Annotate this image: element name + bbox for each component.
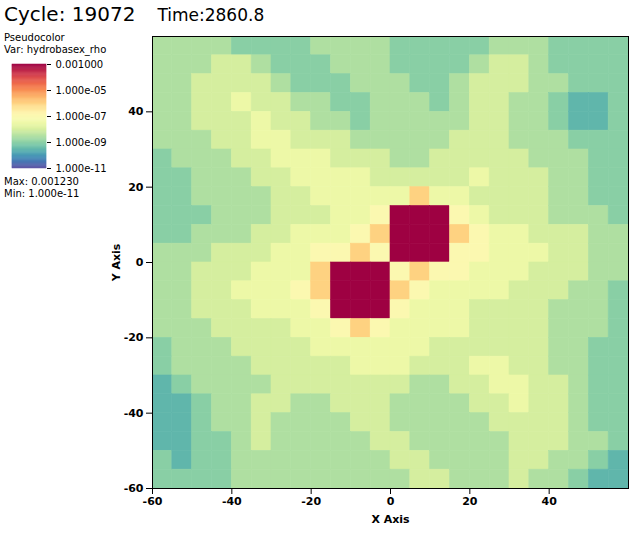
svg-text:-60: -60 <box>124 482 144 495</box>
svg-text:40: 40 <box>128 105 144 118</box>
svg-text:0: 0 <box>136 256 144 269</box>
svg-text:1.000e-05: 1.000e-05 <box>56 85 107 96</box>
svg-text:-60: -60 <box>143 495 163 508</box>
svg-text:0.001000: 0.001000 <box>56 59 104 70</box>
svg-text:40: 40 <box>542 495 558 508</box>
svg-text:0: 0 <box>387 495 395 508</box>
svg-text:1.000e-11: 1.000e-11 <box>56 163 107 174</box>
svg-text:20: 20 <box>462 495 478 508</box>
html-text:Time:2860.8: Time:2860.8 <box>157 5 265 25</box>
svg-text:-40: -40 <box>124 407 144 420</box>
svg-text:X Axis: X Axis <box>371 513 410 526</box>
svg-text:1.000e-09: 1.000e-09 <box>56 137 107 148</box>
svg-text:-20: -20 <box>301 495 321 508</box>
svg-text:1.000e-07: 1.000e-07 <box>56 111 107 122</box>
html-text:Cycle: 19072: Cycle: 19072 <box>4 2 136 26</box>
svg-text:Y Axis: Y Axis <box>110 243 123 282</box>
svg-text:-20: -20 <box>124 331 144 344</box>
svg-text:20: 20 <box>128 181 144 194</box>
html-text:Var: hydrobasex_rho: Var: hydrobasex_rho <box>4 44 107 55</box>
html-text:Min: 1.000e-11: Min: 1.000e-11 <box>4 188 80 199</box>
svg-text:-40: -40 <box>222 495 242 508</box>
html-text:Pseudocolor: Pseudocolor <box>4 32 65 43</box>
html-text:Max: 0.001230: Max: 0.001230 <box>4 176 79 187</box>
